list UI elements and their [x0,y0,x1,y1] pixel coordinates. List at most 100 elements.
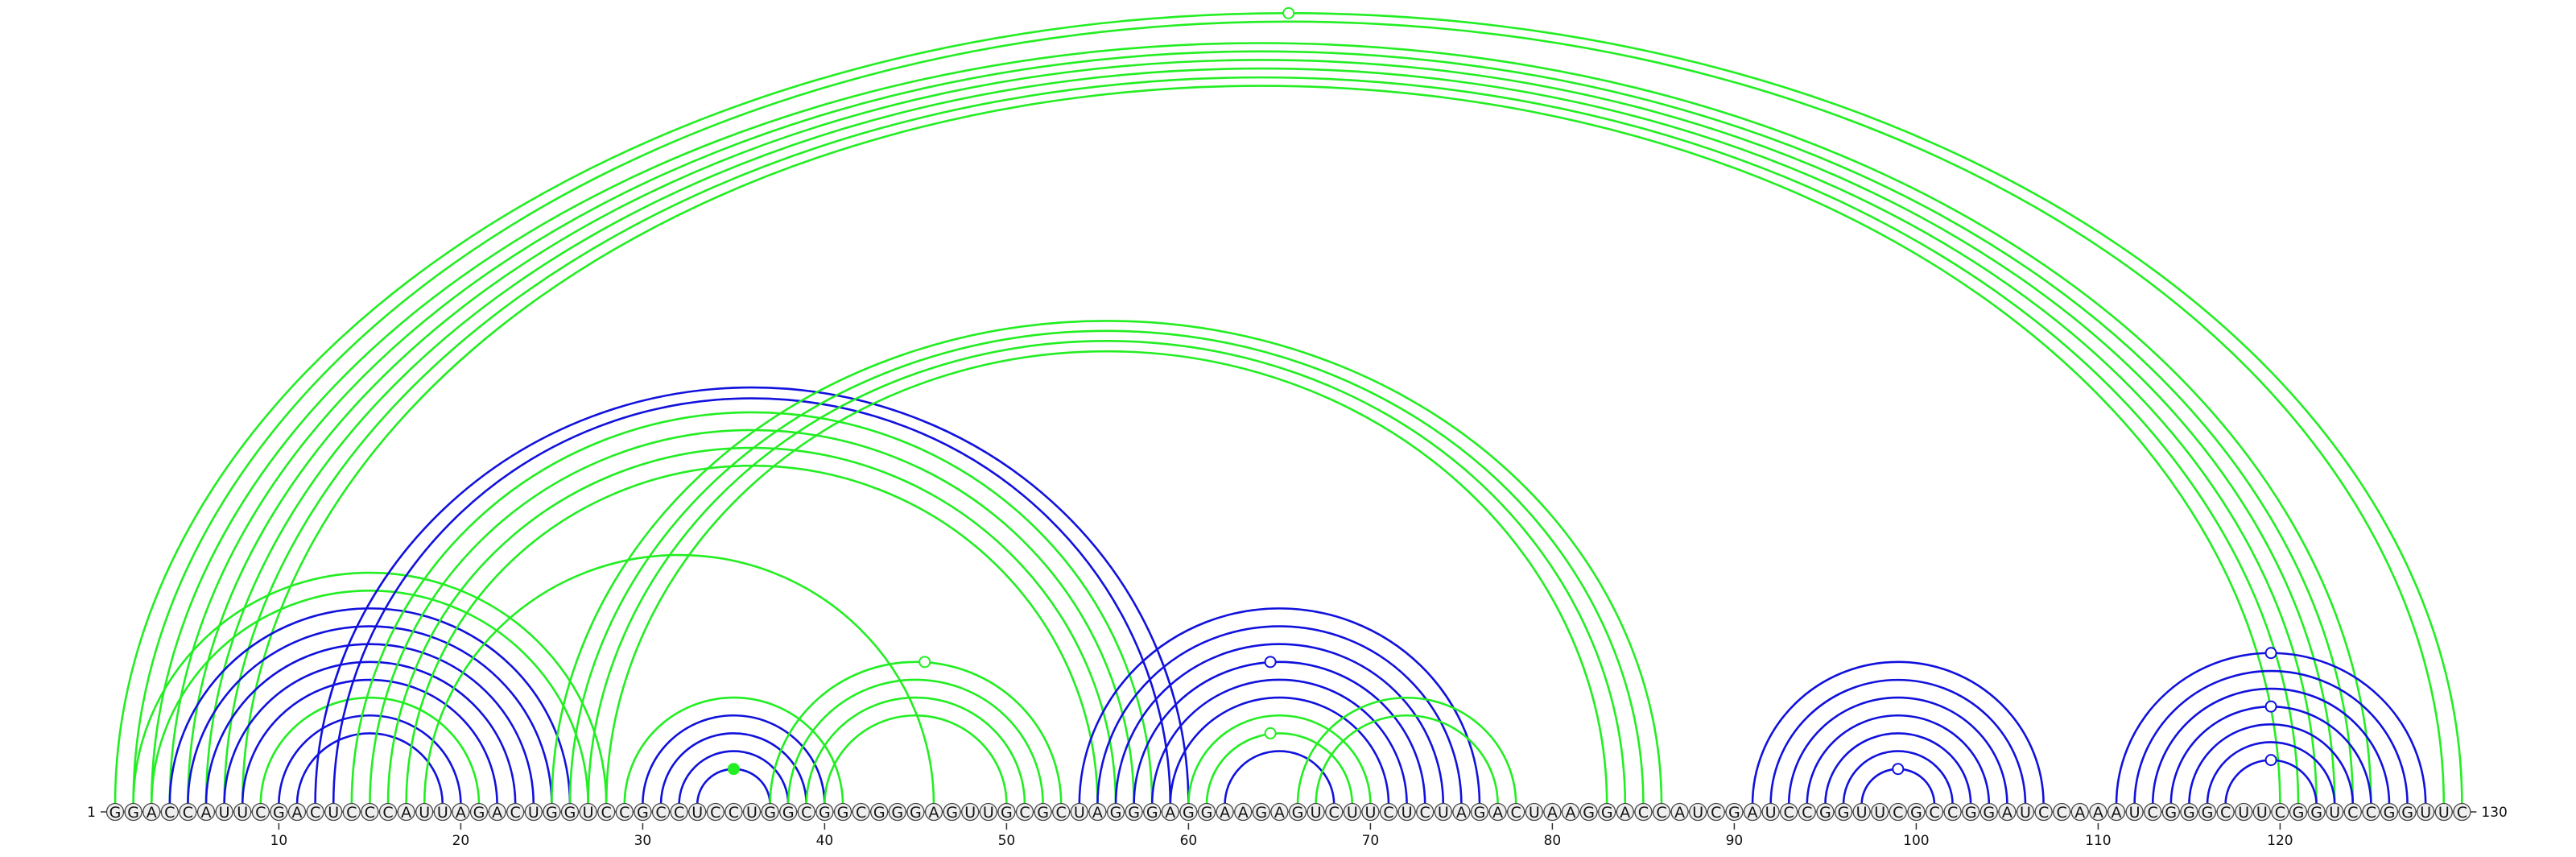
base-pair-arc [168,50,2355,805]
base-pair-arc [587,340,1627,805]
nucleotide-letter: U [2020,804,2031,822]
nucleotide-letter: U [419,804,430,822]
nucleotide-letter: G [1001,804,1013,822]
nucleotide: A [924,802,943,822]
nucleotide: G [105,802,125,822]
nucleotide-letter: A [1566,804,1576,822]
nucleotide-circle [1616,802,1634,822]
tick-label: 50 [998,833,1016,849]
nucleotide-letter: C [1383,804,1393,822]
nucleotide-letter: G [1728,804,1740,822]
nucleotide-circle [2434,802,2453,822]
base-pair-arc [295,732,444,805]
nucleotide-circle [1015,802,1034,822]
nucleotide-circle [1252,802,1270,822]
nucleotide-circle [1871,802,1889,822]
nucleotide-circle [452,802,470,822]
nucleotide: C [615,802,634,822]
nucleotide: U [1397,802,1416,822]
nucleotide: A [1998,802,2017,822]
nucleotide: G [2198,802,2217,822]
nucleotide-circle [2289,802,2308,822]
nucleotide: C [2144,802,2162,822]
nucleotide-circle [2235,802,2253,822]
nucleotide-circle [1889,802,1907,822]
nucleotide-circle [1270,802,1289,822]
nucleotide-circle [2417,802,2435,822]
nucleotide-letter: C [2275,804,2285,822]
nucleotide-letter: A [1220,804,1230,822]
nucleotide: C [1379,802,1398,822]
nucleotide-letter: U [2238,804,2249,822]
nucleotide-letter: A [2074,804,2085,822]
nucleotide-circle [1470,802,1489,822]
nucleotide: C [378,802,398,822]
nucleotide-circle [160,802,179,822]
nucleotide-letter: C [1420,804,1430,822]
nucleotide-circle [1579,802,1598,822]
nucleotide: A [1543,802,1562,822]
nucleotide-letter: G [1474,804,1486,822]
nucleotide-circle [2380,802,2399,822]
base-pair-arc [824,714,1008,805]
base-pair-arc [2151,687,2391,805]
nucleotide: G [761,802,779,822]
nucleotide-circle [1780,802,1798,822]
nucleotide-circle [1452,802,1471,822]
nucleotide-letter: C [1656,804,1666,822]
tick-label: 30 [634,833,652,849]
nucleotide-circle [1161,802,1179,822]
tick-label: 110 [2085,833,2111,849]
nucleotide: U [961,802,980,822]
nucleotide-circle [852,802,870,822]
base-pair-arc [1769,678,2027,805]
nucleotide-letter: U [1364,804,1376,822]
nucleotide-circle [906,802,925,822]
nucleotide-letter: C [346,804,357,822]
base-pair-arc [204,67,2318,805]
nucleotide: G [560,802,580,822]
nucleotide: C [1325,802,1344,822]
nucleotide: C [2343,802,2362,822]
base-pair-arc [786,678,1044,805]
tick-label: 40 [816,833,834,849]
arc-marker [2264,754,2277,767]
base-pair-arc [2224,759,2318,805]
nucleotide: U [324,802,343,822]
nucleotide: C [2216,802,2235,822]
nucleotide-circle [1962,802,1980,822]
nucleotide: C [1652,802,1671,822]
nucleotide-circle [361,802,379,822]
tick-label: 10 [270,833,288,849]
nucleotide: C [651,802,671,822]
nucleotide-circle [233,802,252,822]
tick-label: 120 [2267,833,2293,849]
base-pair-arc [659,732,808,805]
nucleotide-letter: C [1329,804,1340,822]
nucleotide-letter: C [310,804,320,822]
nucleotide-letter: C [183,804,193,822]
nucleotide-letter: G [546,804,558,822]
tick-label: 70 [1362,833,1380,849]
nucleotide-letter: U [237,804,248,822]
nucleotide: G [1579,802,1598,822]
nucleotide: U [215,802,233,822]
nucleotide-circle [105,802,125,822]
base-pair-arc [369,428,1135,805]
nucleotide-circle [742,802,762,822]
nucleotide-letter: G [1910,804,1922,822]
nucleotide-circle [1852,802,1871,822]
nucleotide-letter: G [910,804,922,822]
nucleotide: C [724,802,743,822]
nucleotide-letter: C [1638,804,1649,822]
nucleotide-circle [469,802,489,822]
nucleotide-letter: A [1092,804,1103,822]
nucleotide: G [1470,802,1489,822]
nucleotide: C [797,802,815,822]
nucleotide: U [688,802,707,822]
nucleotide: C [670,802,688,822]
nucleotide-circle [1725,802,1744,822]
nucleotide-circle [2070,802,2089,822]
arc-marker [727,763,740,776]
nucleotide-circle [179,802,197,822]
